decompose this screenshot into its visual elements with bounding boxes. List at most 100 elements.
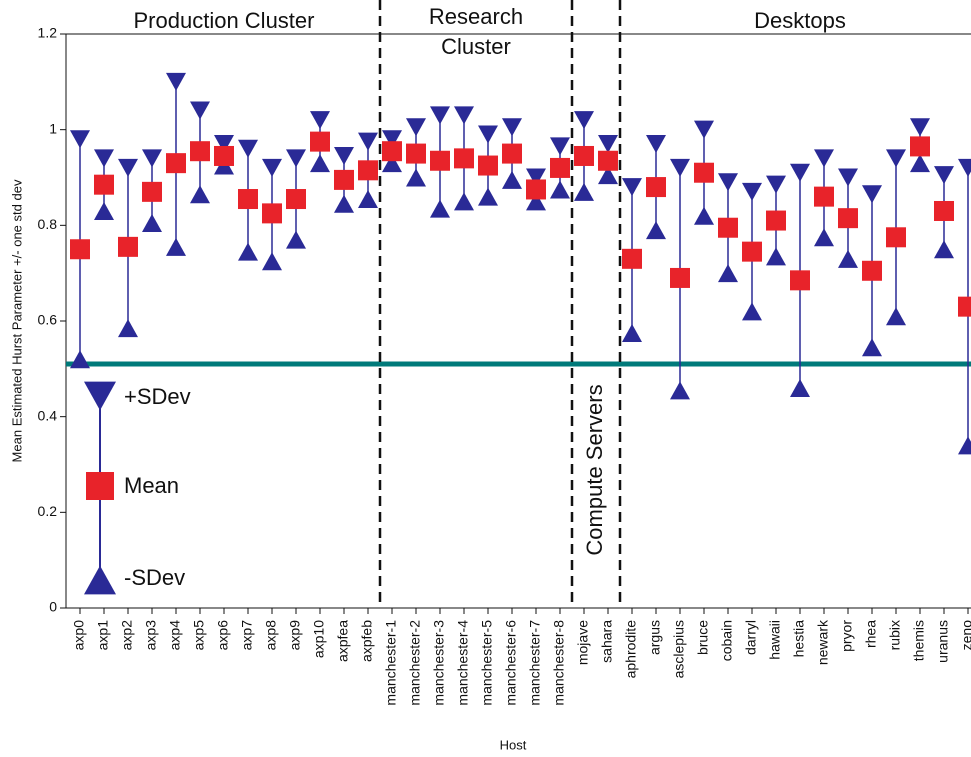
y-tick-label: 1 (49, 120, 57, 136)
plus-sdev-marker (838, 168, 858, 187)
mean-marker (310, 131, 330, 152)
minus-sdev-marker (70, 350, 90, 369)
x-tick-label: manchester-4 (455, 620, 471, 706)
mean-marker (670, 267, 690, 288)
minus-sdev-marker (502, 170, 522, 189)
plus-sdev-marker (598, 135, 618, 154)
x-axis-title: Host (500, 737, 527, 752)
x-tick-label: zeno (959, 620, 971, 651)
plus-sdev-marker (886, 149, 906, 168)
mean-marker (334, 169, 354, 190)
plus-sdev-marker (118, 158, 138, 177)
plus-sdev-marker (406, 118, 426, 137)
plus-sdev-marker (478, 125, 498, 144)
mean-marker (358, 160, 378, 181)
y-tick-label: 1.2 (38, 25, 58, 41)
minus-sdev-marker (694, 206, 714, 225)
minus-sdev-marker (358, 190, 378, 209)
y-tick-label: 0.2 (38, 503, 58, 519)
mean-marker (70, 239, 90, 260)
mean-marker (718, 217, 738, 238)
x-tick-label: axp6 (215, 620, 231, 651)
minus-sdev-marker (550, 180, 570, 199)
plus-sdev-marker (310, 111, 330, 130)
mean-marker (574, 145, 594, 166)
x-tick-label: pryor (839, 620, 855, 652)
x-tick-label: axp8 (263, 620, 279, 651)
mean-marker (862, 260, 882, 281)
minus-sdev-marker (958, 436, 971, 455)
mean-marker (406, 143, 426, 164)
mean-marker (94, 174, 114, 195)
y-tick-label: 0 (49, 599, 57, 615)
mean-marker (262, 203, 282, 224)
x-tick-label: axp2 (119, 620, 135, 651)
minus-sdev-marker (862, 338, 882, 357)
x-tick-label: mojave (575, 620, 591, 665)
plus-sdev-marker (694, 120, 714, 139)
x-tick-label: manchester-5 (479, 620, 495, 706)
plus-sdev-marker (286, 149, 306, 168)
x-tick-label: bruce (695, 620, 711, 655)
x-tick-label: axp9 (287, 620, 303, 651)
mean-marker (790, 270, 810, 291)
legend-minus-sdev (84, 565, 116, 595)
minus-sdev-marker (454, 192, 474, 211)
mean-marker (478, 155, 498, 176)
x-tick-label: manchester-7 (527, 620, 543, 706)
minus-sdev-marker (790, 378, 810, 397)
plus-sdev-marker (646, 135, 666, 154)
x-tick-label: aphrodite (623, 620, 639, 679)
x-tick-label: manchester-8 (551, 620, 567, 706)
x-tick-label: axp7 (239, 620, 255, 651)
minus-sdev-marker (334, 194, 354, 213)
plus-sdev-marker (430, 106, 450, 125)
minus-sdev-marker (910, 154, 930, 173)
minus-sdev-marker (118, 319, 138, 338)
x-tick-label: axp0 (71, 620, 87, 651)
legend-plus-sdev (84, 381, 116, 411)
x-tick-label: darryl (743, 620, 759, 655)
minus-sdev-marker (382, 154, 402, 173)
mean-marker (934, 200, 954, 221)
legend-mean (86, 472, 114, 500)
mean-marker (382, 141, 402, 162)
minus-sdev-marker (94, 201, 114, 220)
x-tick-label: axpfeb (359, 620, 375, 662)
legend-label: +SDev (124, 384, 191, 409)
x-tick-label: sahara (599, 620, 615, 663)
group-label: Cluster (441, 34, 511, 59)
group-label: Production Cluster (134, 8, 315, 33)
plus-sdev-marker (766, 175, 786, 194)
minus-sdev-marker (766, 247, 786, 266)
plus-sdev-marker (670, 158, 690, 177)
x-tick-label: asclepius (671, 620, 687, 678)
x-tick-label: hawaii (767, 620, 783, 660)
x-tick-label: axp1 (95, 620, 111, 651)
x-tick-label: manchester-6 (503, 620, 519, 706)
legend-label: Mean (124, 473, 179, 498)
mean-marker (910, 136, 930, 157)
mean-marker (526, 179, 546, 200)
mean-marker (694, 162, 714, 183)
plus-sdev-marker (718, 173, 738, 192)
mean-marker (958, 296, 971, 317)
mean-marker (766, 210, 786, 231)
plus-sdev-marker (262, 158, 282, 177)
x-tick-label: manchester-3 (431, 620, 447, 706)
plus-sdev-marker (814, 149, 834, 168)
mean-marker (166, 153, 186, 174)
mean-marker (646, 177, 666, 198)
plus-sdev-marker (550, 137, 570, 156)
mean-marker (118, 236, 138, 257)
mean-marker (454, 148, 474, 169)
x-tick-label: axp5 (191, 620, 207, 651)
minus-sdev-marker (262, 252, 282, 271)
x-tick-label: axpfea (335, 620, 351, 662)
minus-sdev-marker (934, 240, 954, 259)
plus-sdev-marker (622, 178, 642, 197)
minus-sdev-marker (598, 166, 618, 185)
legend-label: -SDev (124, 565, 185, 590)
plus-sdev-marker (526, 168, 546, 187)
